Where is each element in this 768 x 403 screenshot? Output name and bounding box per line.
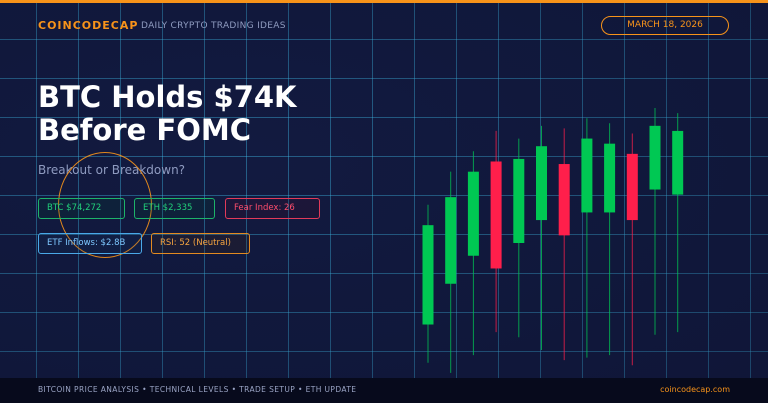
footer-bar: BITCOIN PRICE ANALYSIS • TECHNICAL LEVEL… [0,378,768,403]
candle-body [536,146,547,221]
fear-index-badge: Fear Index: 26 [225,198,320,219]
headline: BTC Holds $74K Before FOMC [38,81,297,147]
footer-site-link[interactable]: coincodecap.com [660,385,730,394]
candle-body [581,138,593,213]
btc-price-badge: BTC $74,272 [38,198,125,219]
candle-bullish [581,118,593,358]
candle-body [513,158,525,243]
headline-line-2: Before FOMC [38,113,251,147]
candle-bullish [649,108,661,335]
candle-bullish [536,125,547,350]
candle-body [626,153,638,221]
candle-bullish [604,123,616,356]
date-badge: MARCH 18, 2026 [601,16,729,35]
candle-body [467,171,479,256]
candle-body [649,125,661,190]
tagline: DAILY CRYPTO TRADING IDEAS [141,21,286,31]
highlight-circle [58,152,152,258]
candle-body [604,143,616,213]
candle-bearish [490,130,502,333]
top-accent-bar [0,0,768,3]
brand-logo-text[interactable]: COINCODECAP [38,19,139,32]
rsi-badge: RSI: 52 (Neutral) [151,233,250,254]
candle-bullish [467,151,479,356]
footer-topics: BITCOIN PRICE ANALYSIS • TECHNICAL LEVEL… [38,385,357,394]
candle-bullish [445,171,457,373]
candle-bullish [672,113,684,333]
candle-body [558,164,570,236]
candle-body [490,161,502,269]
eth-price-badge: ETH $2,335 [134,198,215,219]
candle-body [422,225,434,325]
candle-bearish [558,128,570,361]
candle-bearish [626,133,638,366]
candle-bullish [513,138,525,338]
etf-inflows-badge: ETF Inflows: $2.8B [38,233,142,254]
candle-body [672,130,684,195]
candle-body [445,197,457,284]
candle-bullish [422,204,434,363]
headline-line-1: BTC Holds $74K [38,80,297,114]
